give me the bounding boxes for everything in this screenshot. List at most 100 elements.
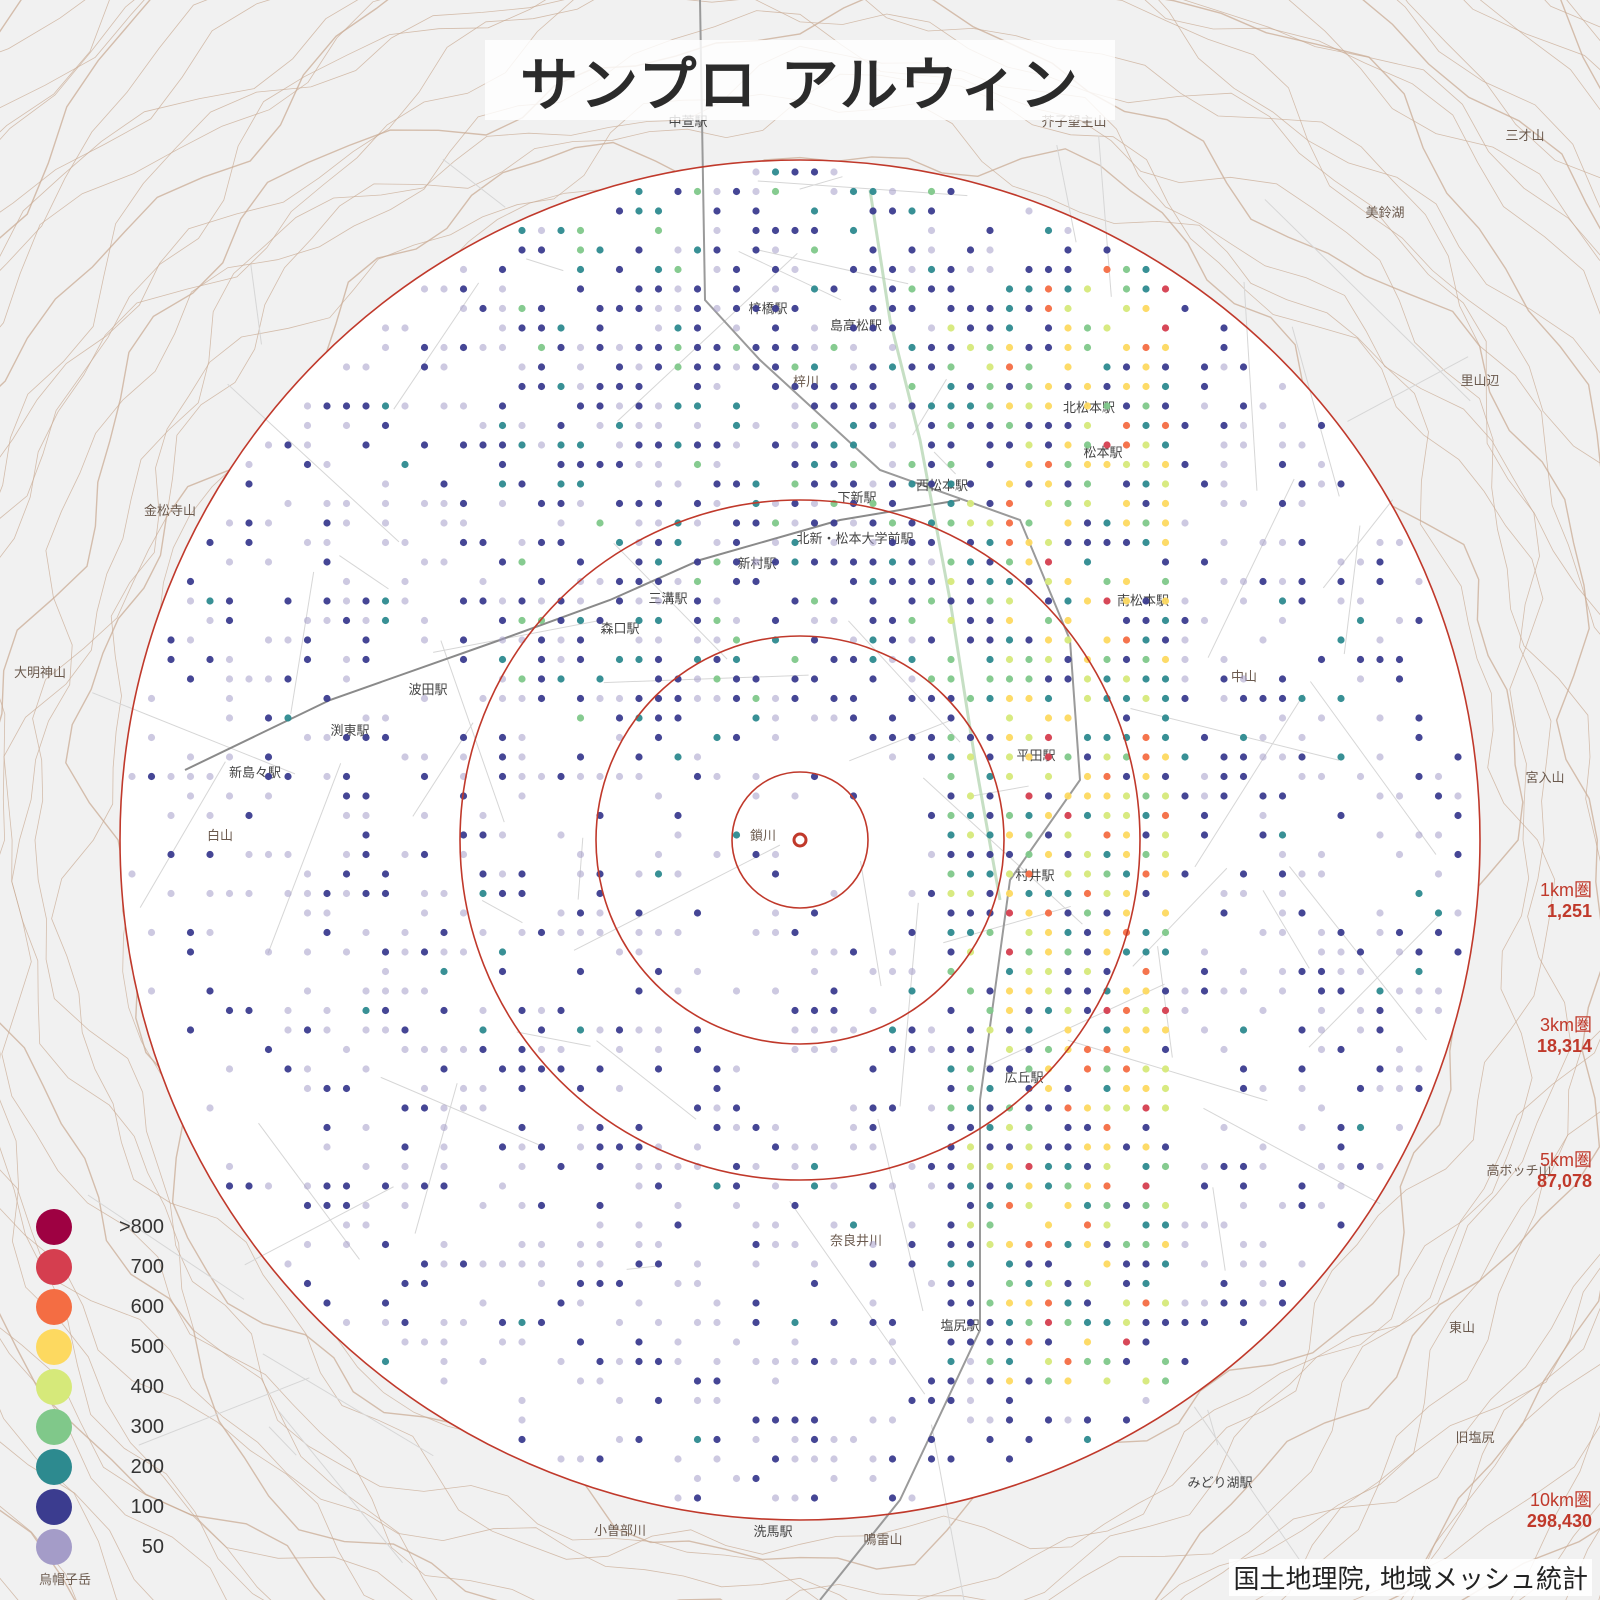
- population-dot: [830, 1006, 838, 1015]
- population-dot: [1278, 675, 1287, 683]
- population-dot: [791, 655, 799, 664]
- population-dot: [693, 1377, 702, 1385]
- population-dot: [888, 441, 897, 449]
- population-dot: [986, 597, 994, 605]
- place-label: 大明神山: [14, 666, 66, 681]
- population-dot: [615, 1084, 624, 1093]
- population-dot: [498, 304, 507, 313]
- population-dot: [1064, 948, 1072, 956]
- population-dot: [440, 1143, 448, 1151]
- population-dot: [732, 1182, 741, 1190]
- population-dot: [966, 909, 975, 917]
- population-dot: [381, 597, 390, 605]
- population-dot: [1064, 909, 1072, 917]
- population-dot: [1317, 655, 1326, 664]
- population-dot: [635, 421, 643, 430]
- population-dot: [986, 1201, 994, 1210]
- population-dot: [1103, 441, 1111, 449]
- population-dot: [576, 1377, 585, 1385]
- population-dot: [1298, 480, 1306, 488]
- road: [526, 258, 564, 272]
- road: [573, 844, 781, 951]
- population-dot: [537, 1143, 546, 1151]
- population-dot: [888, 733, 897, 742]
- population-dot: [1025, 460, 1033, 469]
- road: [1194, 694, 1305, 868]
- population-dot: [1005, 1182, 1014, 1190]
- population-dot: [654, 324, 663, 332]
- population-dot: [1064, 870, 1072, 878]
- population-dot: [1005, 889, 1014, 898]
- population-dot: [1103, 363, 1111, 371]
- population-dot: [401, 987, 409, 995]
- population-dot: [849, 382, 858, 391]
- population-dot: [225, 792, 234, 800]
- population-dot: [1317, 1162, 1326, 1171]
- population-dot: [167, 889, 175, 898]
- population-dot: [830, 1357, 838, 1366]
- population-dot: [479, 811, 487, 820]
- population-dot: [927, 324, 936, 332]
- population-dot: [888, 187, 897, 196]
- population-dot: [1064, 1279, 1072, 1288]
- population-dot: [1161, 1299, 1170, 1307]
- population-dot: [947, 577, 955, 586]
- population-dot: [1064, 636, 1072, 644]
- population-dot: [498, 597, 507, 605]
- population-dot: [1376, 655, 1384, 664]
- population-dot: [693, 1026, 702, 1034]
- population-dot: [732, 265, 741, 274]
- population-dot: [830, 382, 838, 391]
- population-dot: [498, 655, 507, 664]
- population-dot: [1142, 1143, 1150, 1151]
- population-dot: [1337, 1221, 1345, 1229]
- population-dot: [284, 499, 292, 508]
- population-dot: [1044, 285, 1053, 293]
- population-dot: [635, 1435, 643, 1444]
- population-dot: [1161, 694, 1170, 703]
- road: [442, 158, 506, 208]
- population-dot: [1278, 987, 1287, 995]
- population-dot: [966, 558, 975, 566]
- population-dot: [518, 1123, 526, 1132]
- population-dot: [596, 909, 604, 917]
- population-dot: [810, 597, 819, 605]
- population-dot: [1025, 1435, 1033, 1444]
- population-dot: [342, 675, 351, 683]
- population-dot: [1298, 753, 1306, 761]
- population-dot: [791, 480, 799, 488]
- population-dot: [1434, 792, 1443, 800]
- population-dot: [927, 850, 936, 859]
- population-dot: [440, 1182, 448, 1190]
- population-dot: [1083, 597, 1092, 605]
- road: [1308, 911, 1443, 1048]
- population-dot: [576, 1123, 585, 1132]
- population-dot: [1220, 1162, 1228, 1171]
- population-dot: [1298, 1026, 1306, 1034]
- population-dot: [986, 1162, 994, 1171]
- population-dot: [1025, 1123, 1033, 1132]
- population-dot: [947, 1045, 955, 1054]
- population-dot: [264, 948, 273, 956]
- population-dot: [849, 226, 858, 235]
- population-dot: [615, 577, 624, 586]
- population-dot: [518, 1416, 526, 1424]
- population-dot: [1161, 1045, 1170, 1054]
- population-dot: [1005, 1240, 1014, 1249]
- population-dot: [518, 480, 526, 488]
- population-dot: [1083, 441, 1092, 449]
- population-dot: [1025, 382, 1033, 391]
- population-dot: [1376, 987, 1384, 995]
- population-dot: [479, 1006, 487, 1015]
- population-dot: [1337, 636, 1345, 644]
- population-dot: [1298, 1182, 1306, 1190]
- population-dot: [1025, 1240, 1033, 1249]
- population-dot: [557, 480, 565, 488]
- population-dot: [986, 694, 994, 703]
- population-dot: [966, 928, 975, 937]
- population-dot: [908, 597, 916, 605]
- population-dot: [596, 402, 604, 410]
- population-dot: [654, 207, 663, 215]
- population-dot: [479, 1260, 487, 1268]
- population-dot: [947, 675, 955, 683]
